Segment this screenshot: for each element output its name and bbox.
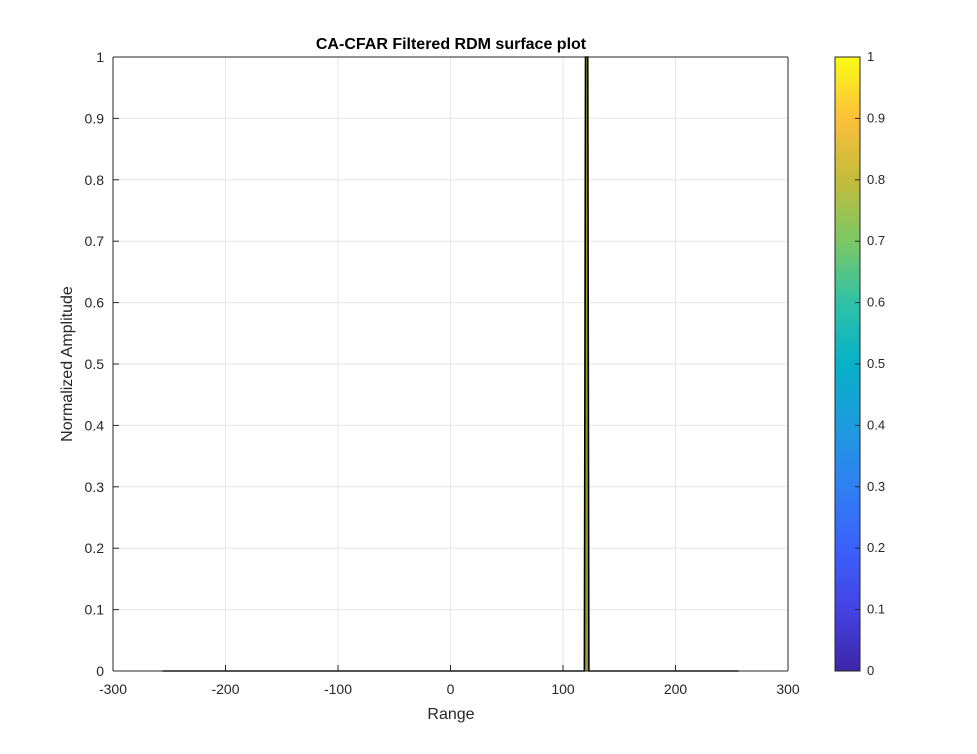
colorbar-tick-label: 0 [867,663,874,678]
y-tick-label: 1 [96,49,104,65]
x-tick-label: -200 [211,681,239,697]
colorbar-tick-label: 0.2 [867,540,885,555]
x-tick-label: 100 [551,681,575,697]
colorbar-tick-label: 0.3 [867,479,885,494]
y-axis-label: Normalized Amplitude [59,286,76,442]
colorbar-tick-label: 0.1 [867,602,885,617]
colorbar-tick-label: 0.7 [867,233,885,248]
colorbar-tick-label: 0.9 [867,110,885,125]
colorbar-tick-label: 0.5 [867,356,885,371]
colorbar-tick-label: 0.4 [867,417,885,432]
y-tick-label: 0.1 [85,602,105,618]
tick-labels: -300 -200 -100 0 100 200 300 0 0.1 0.2 0.3 0.4 0.5 0.… [85,49,800,697]
x-tick-label: -300 [99,681,127,697]
y-tick-label: 0.6 [85,295,105,311]
y-tick-label: 0.2 [85,540,105,556]
colorbar-tick-label: 0.8 [867,172,885,187]
chart-title: CA-CFAR Filtered RDM surface plot [316,36,587,53]
x-tick-label: -100 [324,681,352,697]
y-tick-label: 0.9 [85,110,105,126]
axes [112,56,789,672]
colorbar-tick-label: 0.6 [867,295,885,310]
y-tick-label: 0.5 [85,356,105,372]
x-axis-label: Range [427,706,474,723]
y-tick-label: 0.3 [85,479,105,495]
colorbar-tick-label: 1 [867,49,874,64]
x-tick-label: 300 [776,681,800,697]
x-tick-label: 0 [447,681,455,697]
y-tick-label: 0.4 [85,417,105,433]
y-tick-label: 0.7 [85,233,105,249]
colorbar: 0 0.1 0.2 0.3 0.4 0.5 0.6 0.7 0.8 0.9 1 [834,49,885,678]
y-tick-label: 0 [96,663,104,679]
y-tick-label: 0.8 [85,172,105,188]
x-tick-label: 200 [664,681,688,697]
